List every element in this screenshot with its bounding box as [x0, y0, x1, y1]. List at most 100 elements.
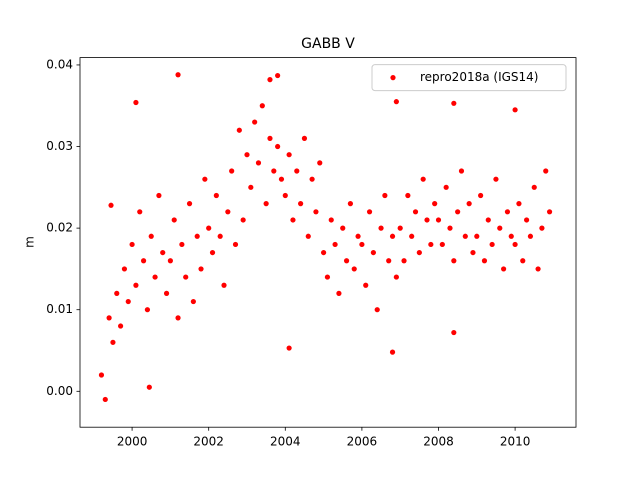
scatter-point	[351, 266, 357, 272]
scatter-point	[324, 274, 331, 280]
scatter-point	[252, 119, 258, 125]
scatter-point	[236, 127, 242, 133]
scatter-point	[294, 168, 300, 174]
scatter-point	[458, 168, 465, 174]
y-tick-label: 0.00	[46, 384, 73, 398]
scatter-point	[217, 233, 223, 239]
scatter-point	[535, 266, 541, 272]
scatter-point	[267, 77, 273, 83]
scatter-point	[133, 282, 139, 288]
scatter-point	[301, 135, 308, 141]
scatter-point	[439, 241, 445, 248]
scatter-point	[309, 176, 315, 182]
scatter-point	[347, 201, 354, 207]
scatter-point	[520, 258, 526, 264]
scatter-point	[424, 217, 430, 223]
scatter-point	[183, 274, 189, 280]
scatter-point	[501, 266, 507, 272]
scatter-point	[98, 372, 105, 378]
legend-label: repro2018a (IGS14)	[420, 70, 538, 84]
y-axis-label: m	[23, 236, 37, 248]
chart-title: GABB V	[301, 36, 355, 52]
y-tick-label: 0.04	[46, 57, 73, 71]
scatter-point	[455, 209, 461, 215]
scatter-point	[148, 233, 154, 239]
scatter-point	[133, 99, 139, 106]
scatter-point	[451, 100, 457, 106]
scatter-point	[420, 176, 426, 182]
scatter-point	[202, 176, 208, 182]
scatter-point	[435, 217, 442, 223]
x-tick-label: 2008	[423, 435, 454, 449]
scatter-point	[125, 298, 131, 305]
scatter-point	[366, 209, 373, 215]
scatter-point	[527, 233, 534, 239]
scatter-point	[240, 217, 246, 223]
scatter-point	[271, 168, 277, 174]
scatter-point	[416, 249, 422, 256]
scatter-point	[374, 307, 380, 313]
scatter-point	[443, 184, 449, 190]
scatter-point	[504, 209, 511, 215]
scatter-point	[163, 290, 170, 296]
scatter-point	[190, 298, 196, 305]
scatter-point	[382, 192, 388, 199]
scatter-point	[512, 107, 518, 113]
scatter-point	[340, 225, 346, 231]
scatter-point	[401, 258, 407, 264]
scatter-point	[305, 233, 311, 239]
scatter-point	[508, 233, 514, 239]
scatter-point	[531, 184, 537, 190]
scatter-point	[114, 290, 120, 296]
scatter-point	[121, 266, 128, 272]
scatter-point	[485, 217, 491, 223]
scatter-point	[275, 143, 281, 150]
scatter-point	[229, 168, 235, 174]
scatter-point	[244, 152, 250, 158]
scatter-point	[451, 258, 457, 264]
scatter-point	[512, 241, 518, 248]
scatter-point	[523, 217, 530, 223]
x-tick-label: 2006	[347, 435, 378, 449]
scatter-point	[106, 315, 112, 321]
scatter-point	[179, 241, 185, 248]
scatter-point	[102, 396, 108, 403]
scatter-point	[278, 176, 285, 182]
scatter-point	[152, 274, 158, 280]
scatter-point	[432, 201, 438, 207]
y-tick-label: 0.03	[46, 139, 73, 153]
x-tick-label: 2010	[500, 435, 531, 449]
scatter-point	[370, 249, 376, 256]
scatter-point	[539, 225, 545, 231]
scatter-point	[108, 202, 114, 208]
scatter-point	[221, 282, 227, 288]
scatter-point	[160, 249, 166, 256]
scatter-point	[206, 225, 212, 231]
scatter-point	[466, 201, 472, 207]
scatter-point	[186, 201, 193, 207]
scatter-point	[320, 249, 327, 256]
scatter-point	[259, 103, 265, 109]
scatter-point	[447, 225, 453, 231]
scatter-point	[393, 274, 399, 280]
scatter-point	[171, 217, 177, 223]
scatter-point	[286, 152, 292, 158]
scatter-point	[516, 201, 522, 207]
scatter-point	[248, 184, 254, 190]
scatter-point	[412, 209, 419, 215]
scatter-point	[110, 339, 116, 345]
scatter-point	[167, 258, 173, 264]
scatter-point	[493, 176, 499, 182]
scatter-point	[546, 209, 553, 215]
scatter-point	[355, 233, 361, 239]
scatter-point	[378, 225, 384, 231]
scatter-point	[175, 315, 181, 321]
scatter-point	[389, 233, 396, 239]
scatter-point	[282, 192, 288, 199]
plot-frame	[79, 57, 577, 428]
y-tick-label: 0.02	[46, 221, 73, 235]
y-tick-label: 0.01	[46, 302, 73, 316]
scatter-point	[209, 249, 216, 256]
scatter-point	[481, 258, 488, 264]
